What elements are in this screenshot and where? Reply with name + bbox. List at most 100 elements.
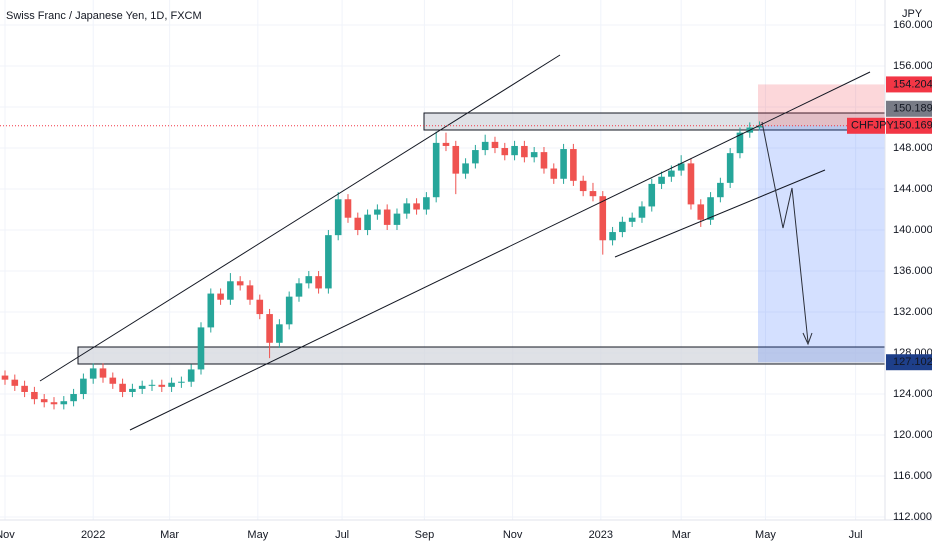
price-label: 150.189 — [893, 103, 932, 115]
candle-body — [550, 168, 558, 179]
candle-body — [423, 197, 430, 210]
y-tick-label: 156.000 — [893, 60, 932, 72]
candle-body — [80, 378, 87, 395]
symbol-label: CHFJPY — [851, 120, 894, 132]
candle-body — [285, 296, 293, 325]
y-tick-label: 136.000 — [893, 265, 932, 277]
price-label-box — [886, 354, 932, 371]
y-tick-label: 116.000 — [893, 470, 932, 482]
candle-body — [619, 221, 626, 233]
candle-body — [187, 369, 195, 382]
candle-body — [40, 399, 48, 403]
projection-arrow — [761, 121, 809, 343]
trend-line — [614, 169, 826, 258]
x-tick-label: Nov — [0, 529, 15, 541]
candle-body — [315, 276, 322, 289]
y-tick-label: 124.000 — [893, 388, 932, 400]
candle-body — [344, 199, 352, 218]
candle-body — [579, 180, 587, 192]
candle-body — [364, 214, 371, 231]
x-tick-label: Jul — [849, 529, 863, 541]
grid — [0, 0, 885, 520]
candle-body — [707, 197, 714, 220]
candle-body — [530, 152, 538, 158]
candle-body — [521, 145, 528, 158]
candle-body — [197, 327, 205, 370]
candle-body — [638, 206, 646, 218]
candle-body — [570, 149, 577, 181]
candle-body — [462, 163, 469, 174]
candle-body — [178, 381, 185, 383]
candle-body — [511, 145, 518, 156]
candle-body — [658, 176, 665, 184]
candle-body — [599, 196, 607, 241]
candle-body — [540, 152, 548, 169]
candle-body — [668, 170, 675, 177]
candle-body — [295, 283, 303, 297]
candle-body — [236, 281, 244, 286]
trend-line — [39, 54, 561, 382]
trend-line — [129, 71, 871, 431]
candle-body — [393, 213, 401, 225]
symbol-label-box — [847, 117, 885, 134]
candle-body — [560, 149, 567, 179]
price-label-box — [886, 76, 932, 93]
candle-body — [677, 163, 685, 171]
x-tick-label: 2023 — [589, 529, 613, 541]
candle-body — [89, 368, 97, 379]
candle-body — [138, 385, 146, 389]
x-tick-label: Mar — [672, 529, 691, 541]
candle-body — [334, 199, 342, 236]
candle-body — [383, 209, 391, 225]
candle-body — [403, 203, 411, 214]
price-label: 127.102 — [893, 356, 932, 368]
candle-body — [246, 285, 254, 300]
x-tick-label: Jul — [335, 529, 349, 541]
candle-body — [432, 142, 440, 198]
candle-body — [256, 299, 264, 315]
short-position — [758, 84, 885, 363]
y-tick-label: 132.000 — [893, 306, 932, 318]
candle-body — [266, 314, 273, 343]
candle-body — [11, 379, 19, 386]
candle-body — [726, 153, 734, 183]
candle-body — [70, 394, 77, 402]
candle-body — [31, 391, 38, 400]
candle-body — [736, 132, 744, 154]
candle-body — [276, 324, 283, 343]
candle-body — [491, 141, 499, 149]
candle-body — [168, 382, 175, 387]
target-zone — [758, 125, 885, 363]
candle-body — [687, 163, 695, 205]
y-tick-label: 148.000 — [893, 142, 932, 154]
candle-body — [158, 384, 166, 387]
candle-body — [481, 141, 489, 151]
y-tick-label: 144.000 — [893, 183, 932, 195]
y-tick-label: 140.000 — [893, 224, 932, 236]
x-tick-label: Mar — [160, 529, 179, 541]
candle-body — [99, 368, 107, 378]
candle-body — [207, 293, 215, 328]
candle-body — [1, 375, 9, 380]
zones — [77, 112, 886, 365]
arrow-head — [802, 332, 813, 346]
candle-body — [501, 148, 509, 156]
candle-body — [442, 142, 450, 146]
candle-body — [119, 383, 126, 392]
price-label-box — [886, 117, 932, 134]
candle-body — [305, 276, 313, 284]
candle-body — [589, 191, 597, 197]
candle-body — [697, 204, 705, 220]
x-tick-label: May — [247, 529, 268, 541]
candle-body — [60, 401, 68, 405]
candles — [1, 121, 763, 410]
x-tick-label: Nov — [503, 529, 523, 541]
candle-body — [628, 217, 636, 222]
candle-body — [756, 125, 763, 128]
candle-body — [452, 145, 460, 174]
candle-body — [109, 377, 117, 384]
candle-body — [217, 293, 224, 300]
price-label-box — [886, 100, 932, 117]
